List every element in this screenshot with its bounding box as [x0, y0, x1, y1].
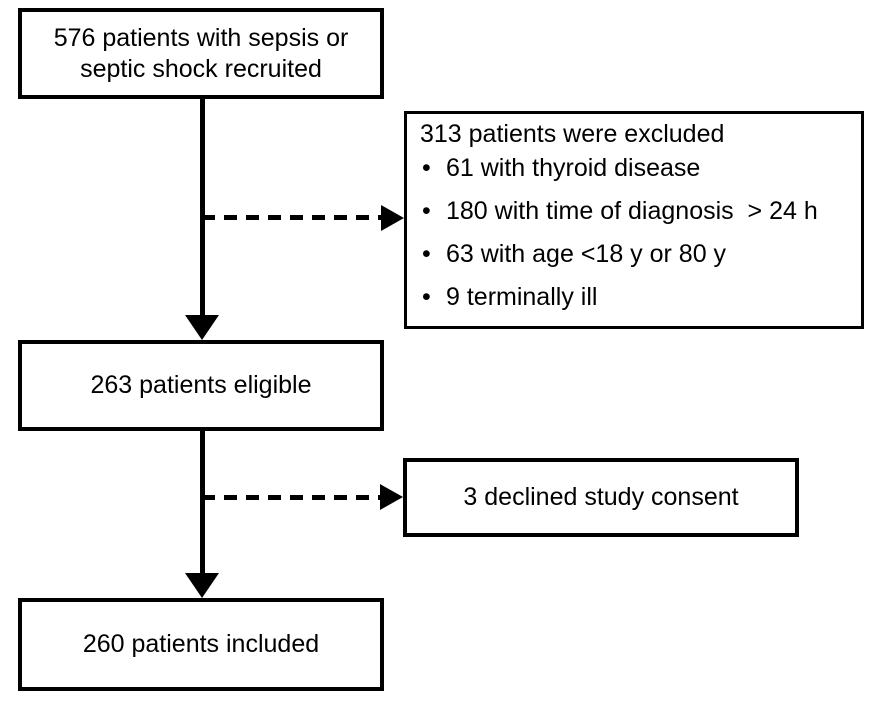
node-declined-label: 3 declined study consent [463, 483, 739, 512]
bullet-icon: • [422, 283, 431, 311]
arrowhead-down-icon [185, 573, 219, 598]
arrowhead-right-icon [381, 205, 404, 231]
excluded-bullet-text: 61 with thyroid disease [446, 154, 701, 182]
node-recruited-line2: septic shock recruited [80, 54, 322, 83]
arrow-recruited-to-eligible-line [200, 99, 205, 317]
bullet-icon: • [422, 240, 431, 268]
excluded-bullet-row: • 180 with time of diagnosis > 24 h [420, 198, 853, 224]
bullet-icon: • [422, 154, 431, 182]
excluded-bullet-text: 9 terminally ill [446, 283, 598, 311]
node-recruited-line1: 576 patients with sepsis or [53, 24, 349, 52]
node-recruited: 576 patients with sepsis or septic shock… [18, 8, 384, 99]
arrowhead-right-icon [380, 484, 403, 510]
node-excluded: 313 patients were excluded • 61 with thy… [404, 111, 864, 329]
excluded-bullet-row: • 63 with age <18 y or 80 y [420, 241, 853, 267]
node-included-label: 260 patients included [82, 630, 320, 659]
excluded-bullet-row: • 9 terminally ill [420, 284, 853, 310]
node-included: 260 patients included [18, 598, 384, 691]
node-eligible: 263 patients eligible [18, 340, 384, 431]
arrowhead-down-icon [185, 315, 219, 340]
node-declined: 3 declined study consent [403, 458, 799, 537]
dashed-arrow-to-excluded-line [202, 215, 382, 220]
dashed-arrow-to-declined-line [202, 495, 381, 500]
excluded-title: 313 patients were excluded [420, 120, 725, 148]
excluded-bullet-text: 180 with time of diagnosis > 24 h [446, 197, 818, 225]
excluded-bullet-text: 63 with age <18 y or 80 y [446, 240, 727, 268]
bullet-icon: • [422, 197, 431, 225]
arrow-eligible-to-included-line [200, 431, 205, 575]
node-eligible-label: 263 patients eligible [90, 371, 312, 400]
excluded-bullet-row: • 61 with thyroid disease [420, 155, 853, 181]
